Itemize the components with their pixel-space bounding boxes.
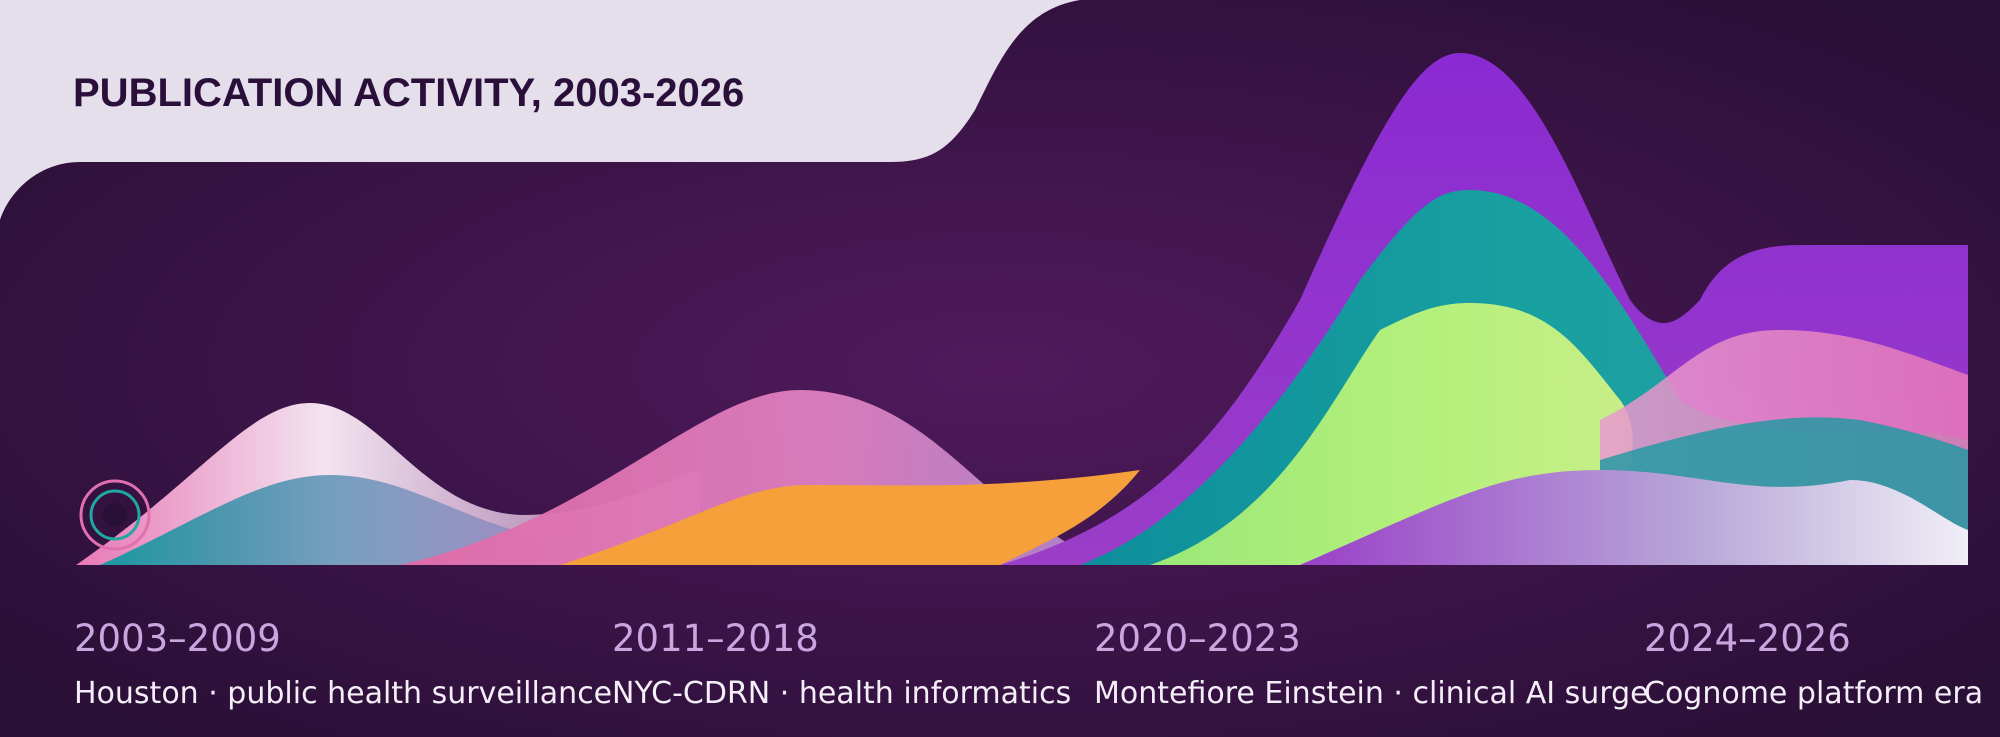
wave (1300, 470, 1968, 565)
period-description: NYC-CDRN · health informatics (612, 676, 1071, 711)
wave (560, 470, 1140, 565)
period-years: 2020–2023 (1094, 617, 1301, 660)
period-labels: 2003–2009 Houston · public health surveil… (74, 617, 1983, 711)
period-description: Houston · public health surveillance (74, 676, 612, 711)
title: PUBLICATION ACTIVITY, 2003-2026 (73, 71, 744, 115)
logo (79, 479, 151, 551)
period-description: Cognome platform era (1644, 676, 1983, 711)
period-years: 2003–2009 (74, 617, 281, 660)
title-panel (0, 0, 1080, 220)
period-description: Montefiore Einstein · clinical AI surge (1094, 676, 1649, 711)
period-years: 2024–2026 (1644, 617, 1851, 660)
period-years: 2011–2018 (612, 617, 819, 660)
decorative-waves (76, 53, 1968, 565)
